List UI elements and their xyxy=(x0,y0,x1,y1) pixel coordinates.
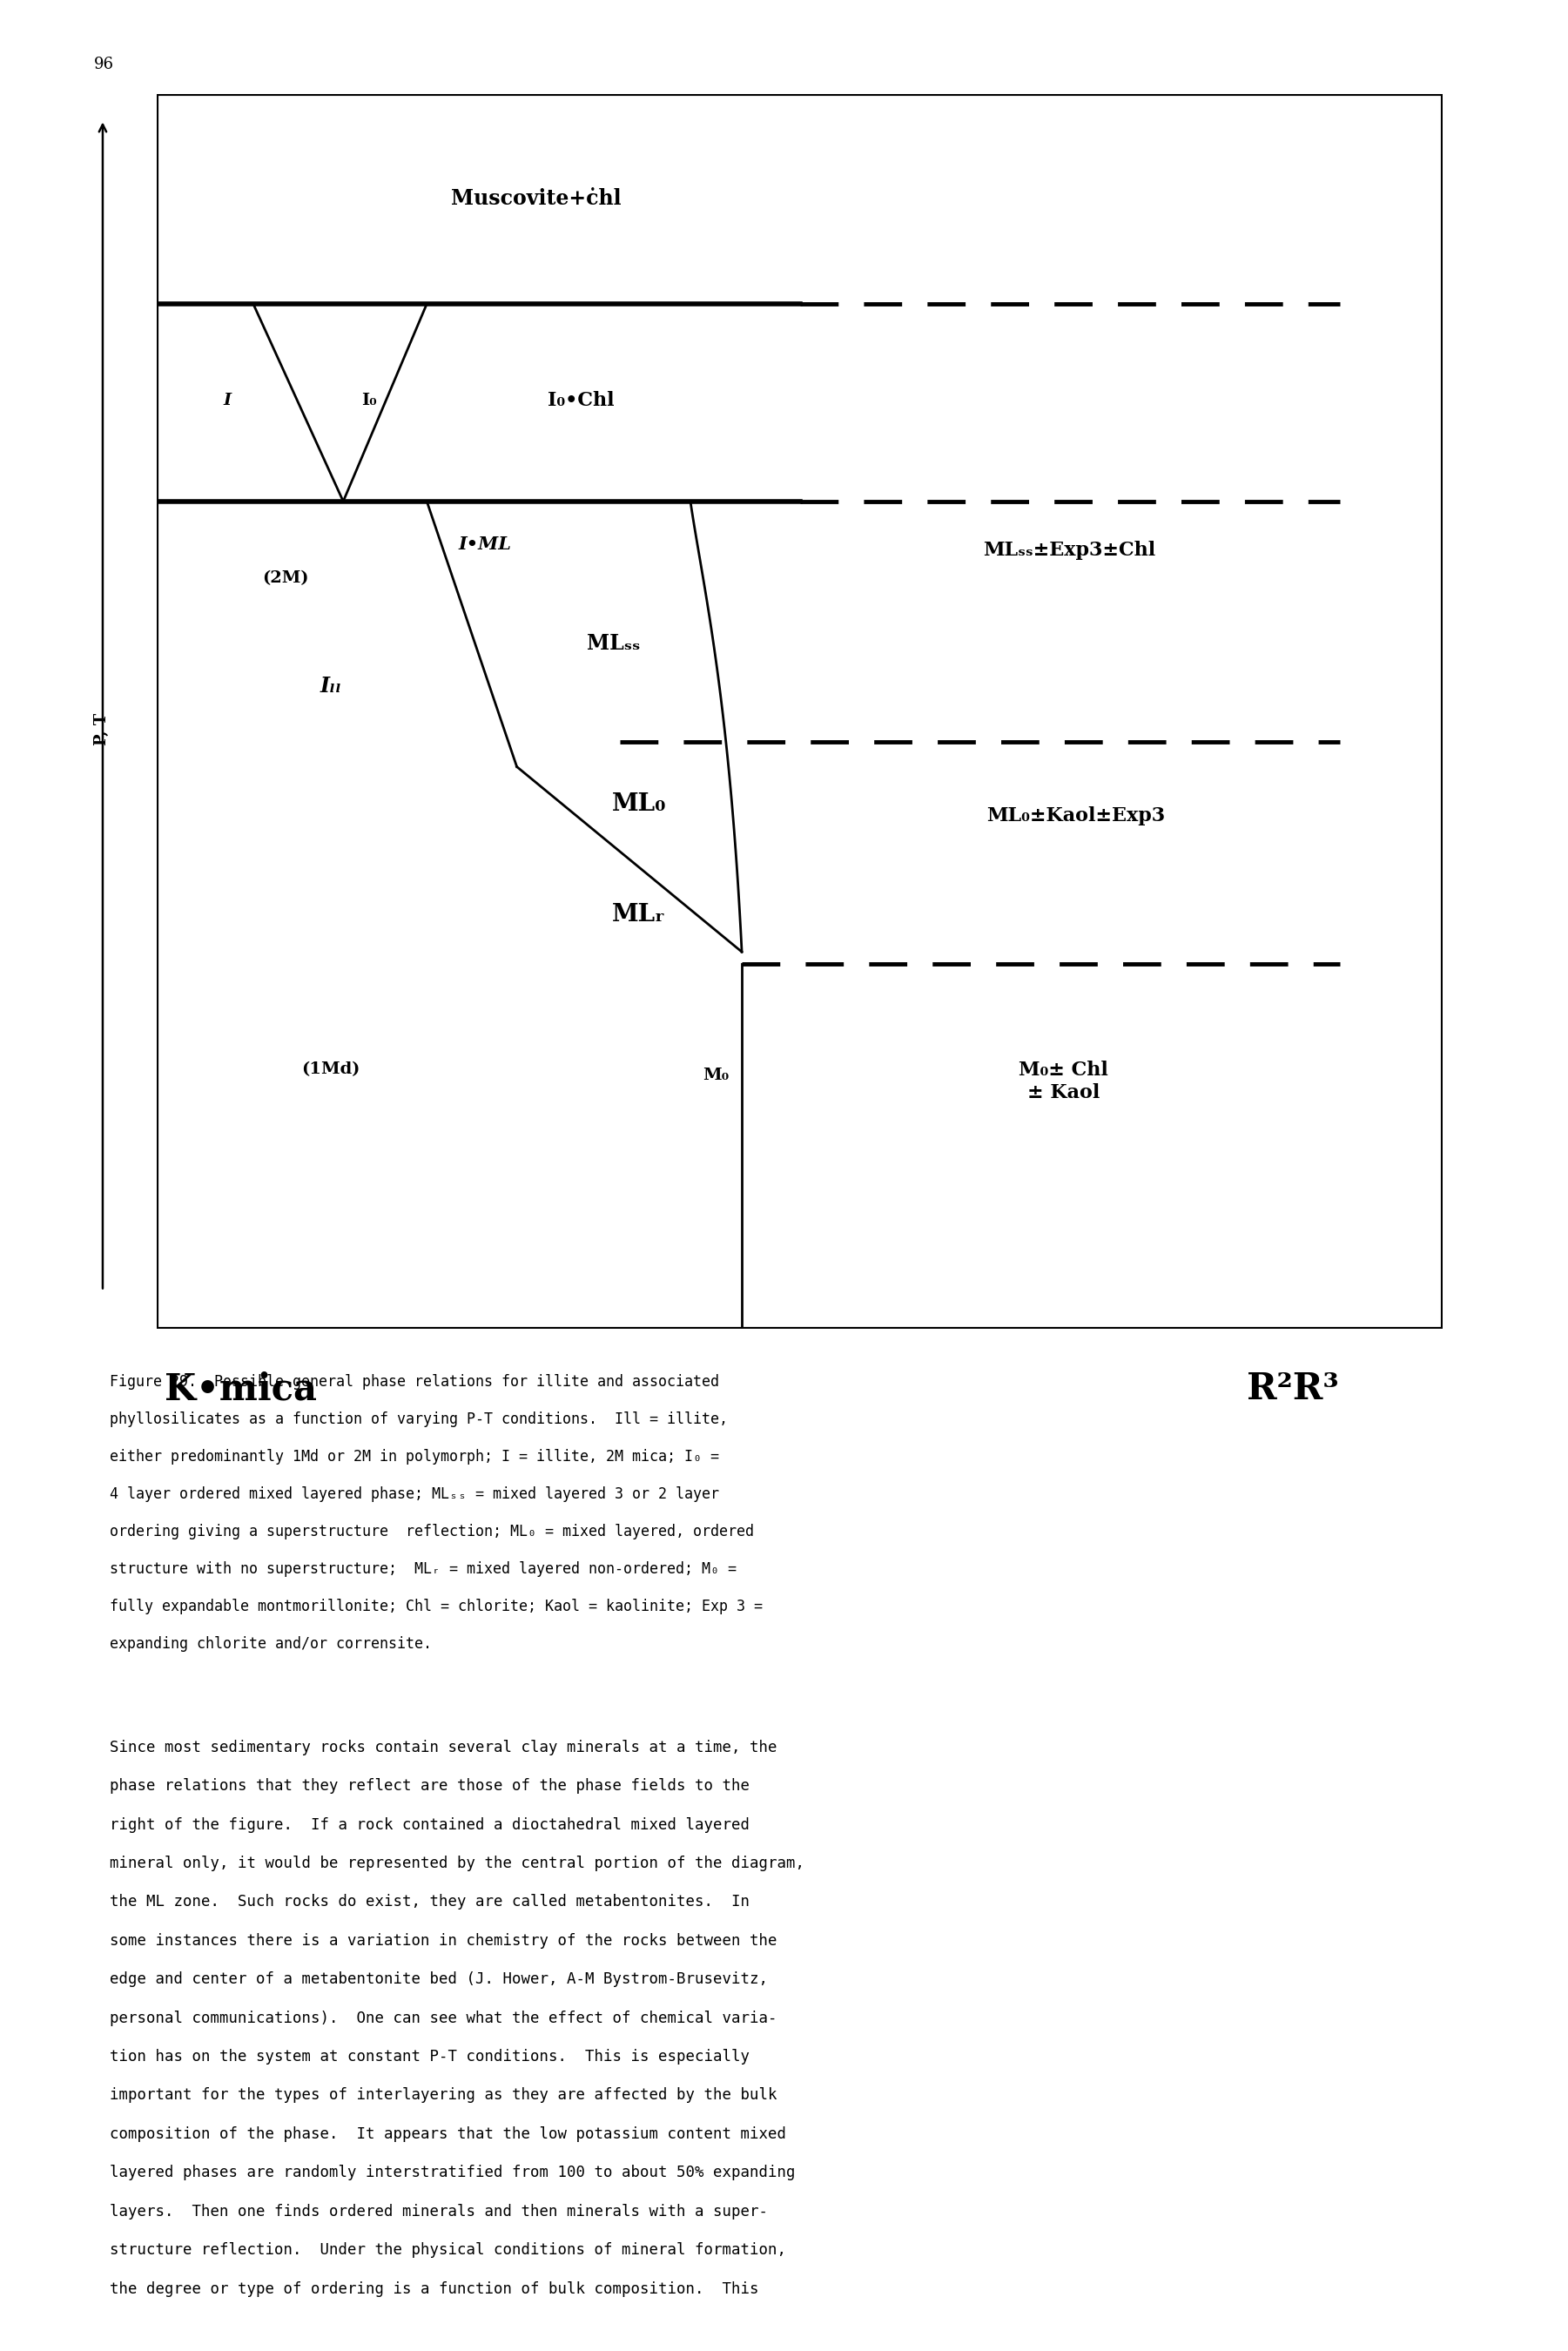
Text: MLᵣ: MLᵣ xyxy=(612,903,666,926)
Text: either predominantly 1Md or 2M in polymorph; I = illite, 2M mica; I₀ =: either predominantly 1Md or 2M in polymo… xyxy=(110,1448,720,1465)
Text: edge and center of a metabentonite bed (J. Hower, A-M Bystrom-Brusevitz,: edge and center of a metabentonite bed (… xyxy=(110,1972,768,1987)
Text: ML₀: ML₀ xyxy=(612,792,666,816)
Text: right of the figure.  If a rock contained a dioctahedral mixed layered: right of the figure. If a rock contained… xyxy=(110,1817,750,1831)
Text: (1Md): (1Md) xyxy=(301,1060,359,1077)
Text: Figure 29.  Possible general phase relations for illite and associated: Figure 29. Possible general phase relati… xyxy=(110,1375,720,1389)
Text: composition of the phase.  It appears that the low potassium content mixed: composition of the phase. It appears tha… xyxy=(110,2125,786,2142)
Text: I: I xyxy=(224,393,232,409)
Text: structure reflection.  Under the physical conditions of mineral formation,: structure reflection. Under the physical… xyxy=(110,2243,786,2257)
Text: fully expandable montmorillonite; Chl = chlorite; Kaol = kaolinite; Exp 3 =: fully expandable montmorillonite; Chl = … xyxy=(110,1599,762,1615)
Text: MLₛₛ±Exp3±Chl: MLₛₛ±Exp3±Chl xyxy=(983,541,1156,560)
Text: I₀•Chl: I₀•Chl xyxy=(547,390,615,409)
Text: I•ML: I•ML xyxy=(458,536,511,552)
Text: the ML zone.  Such rocks do exist, they are called metabentonites.  In: the ML zone. Such rocks do exist, they a… xyxy=(110,1895,750,1909)
Text: M₀± Chl
± Kaol: M₀± Chl ± Kaol xyxy=(1019,1060,1109,1103)
Text: Muscovite+ċhl: Muscovite+ċhl xyxy=(452,188,621,209)
Text: K•mica: K•mica xyxy=(165,1371,317,1408)
Text: M₀: M₀ xyxy=(702,1067,729,1084)
Text: Iₗₗ: Iₗₗ xyxy=(320,677,342,696)
Text: ML₀±Kaol±Exp3: ML₀±Kaol±Exp3 xyxy=(986,806,1165,825)
Text: mineral only, it would be represented by the central portion of the diagram,: mineral only, it would be represented by… xyxy=(110,1855,804,1871)
Text: layered phases are randomly interstratified from 100 to about 50% expanding: layered phases are randomly interstratif… xyxy=(110,2165,795,2182)
Text: (2M): (2M) xyxy=(262,569,309,585)
Text: P, T: P, T xyxy=(94,712,110,745)
Text: personal communications).  One can see what the effect of chemical varia-: personal communications). One can see wh… xyxy=(110,2010,778,2027)
Text: ordering giving a superstructure  reflection; ML₀ = mixed layered, ordered: ordering giving a superstructure reflect… xyxy=(110,1523,754,1540)
Text: I₀: I₀ xyxy=(361,393,376,409)
Text: phase relations that they reflect are those of the phase fields to the: phase relations that they reflect are th… xyxy=(110,1777,750,1794)
Text: Since most sedimentary rocks contain several clay minerals at a time, the: Since most sedimentary rocks contain sev… xyxy=(110,1740,778,1756)
Text: layers.  Then one finds ordered minerals and then minerals with a super-: layers. Then one finds ordered minerals … xyxy=(110,2203,768,2219)
Text: 96: 96 xyxy=(94,56,114,73)
Text: MLₛₛ: MLₛₛ xyxy=(586,632,640,654)
Text: some instances there is a variation in chemistry of the rocks between the: some instances there is a variation in c… xyxy=(110,1933,778,1949)
Text: important for the types of interlayering as they are affected by the bulk: important for the types of interlayering… xyxy=(110,2088,778,2104)
Text: 4 layer ordered mixed layered phase; MLₛₛ = mixed layered 3 or 2 layer: 4 layer ordered mixed layered phase; MLₛ… xyxy=(110,1486,720,1502)
Text: phyllosilicates as a function of varying P-T conditions.  Ill = illite,: phyllosilicates as a function of varying… xyxy=(110,1411,728,1427)
Text: tion has on the system at constant P-T conditions.  This is especially: tion has on the system at constant P-T c… xyxy=(110,2050,750,2064)
Text: the degree or type of ordering is a function of bulk composition.  This: the degree or type of ordering is a func… xyxy=(110,2280,759,2297)
Text: R²R³: R²R³ xyxy=(1247,1371,1339,1408)
Text: expanding chlorite and/or corrensite.: expanding chlorite and/or corrensite. xyxy=(110,1636,431,1650)
Text: structure with no superstructure;  MLᵣ = mixed layered non-ordered; M₀ =: structure with no superstructure; MLᵣ = … xyxy=(110,1561,737,1578)
